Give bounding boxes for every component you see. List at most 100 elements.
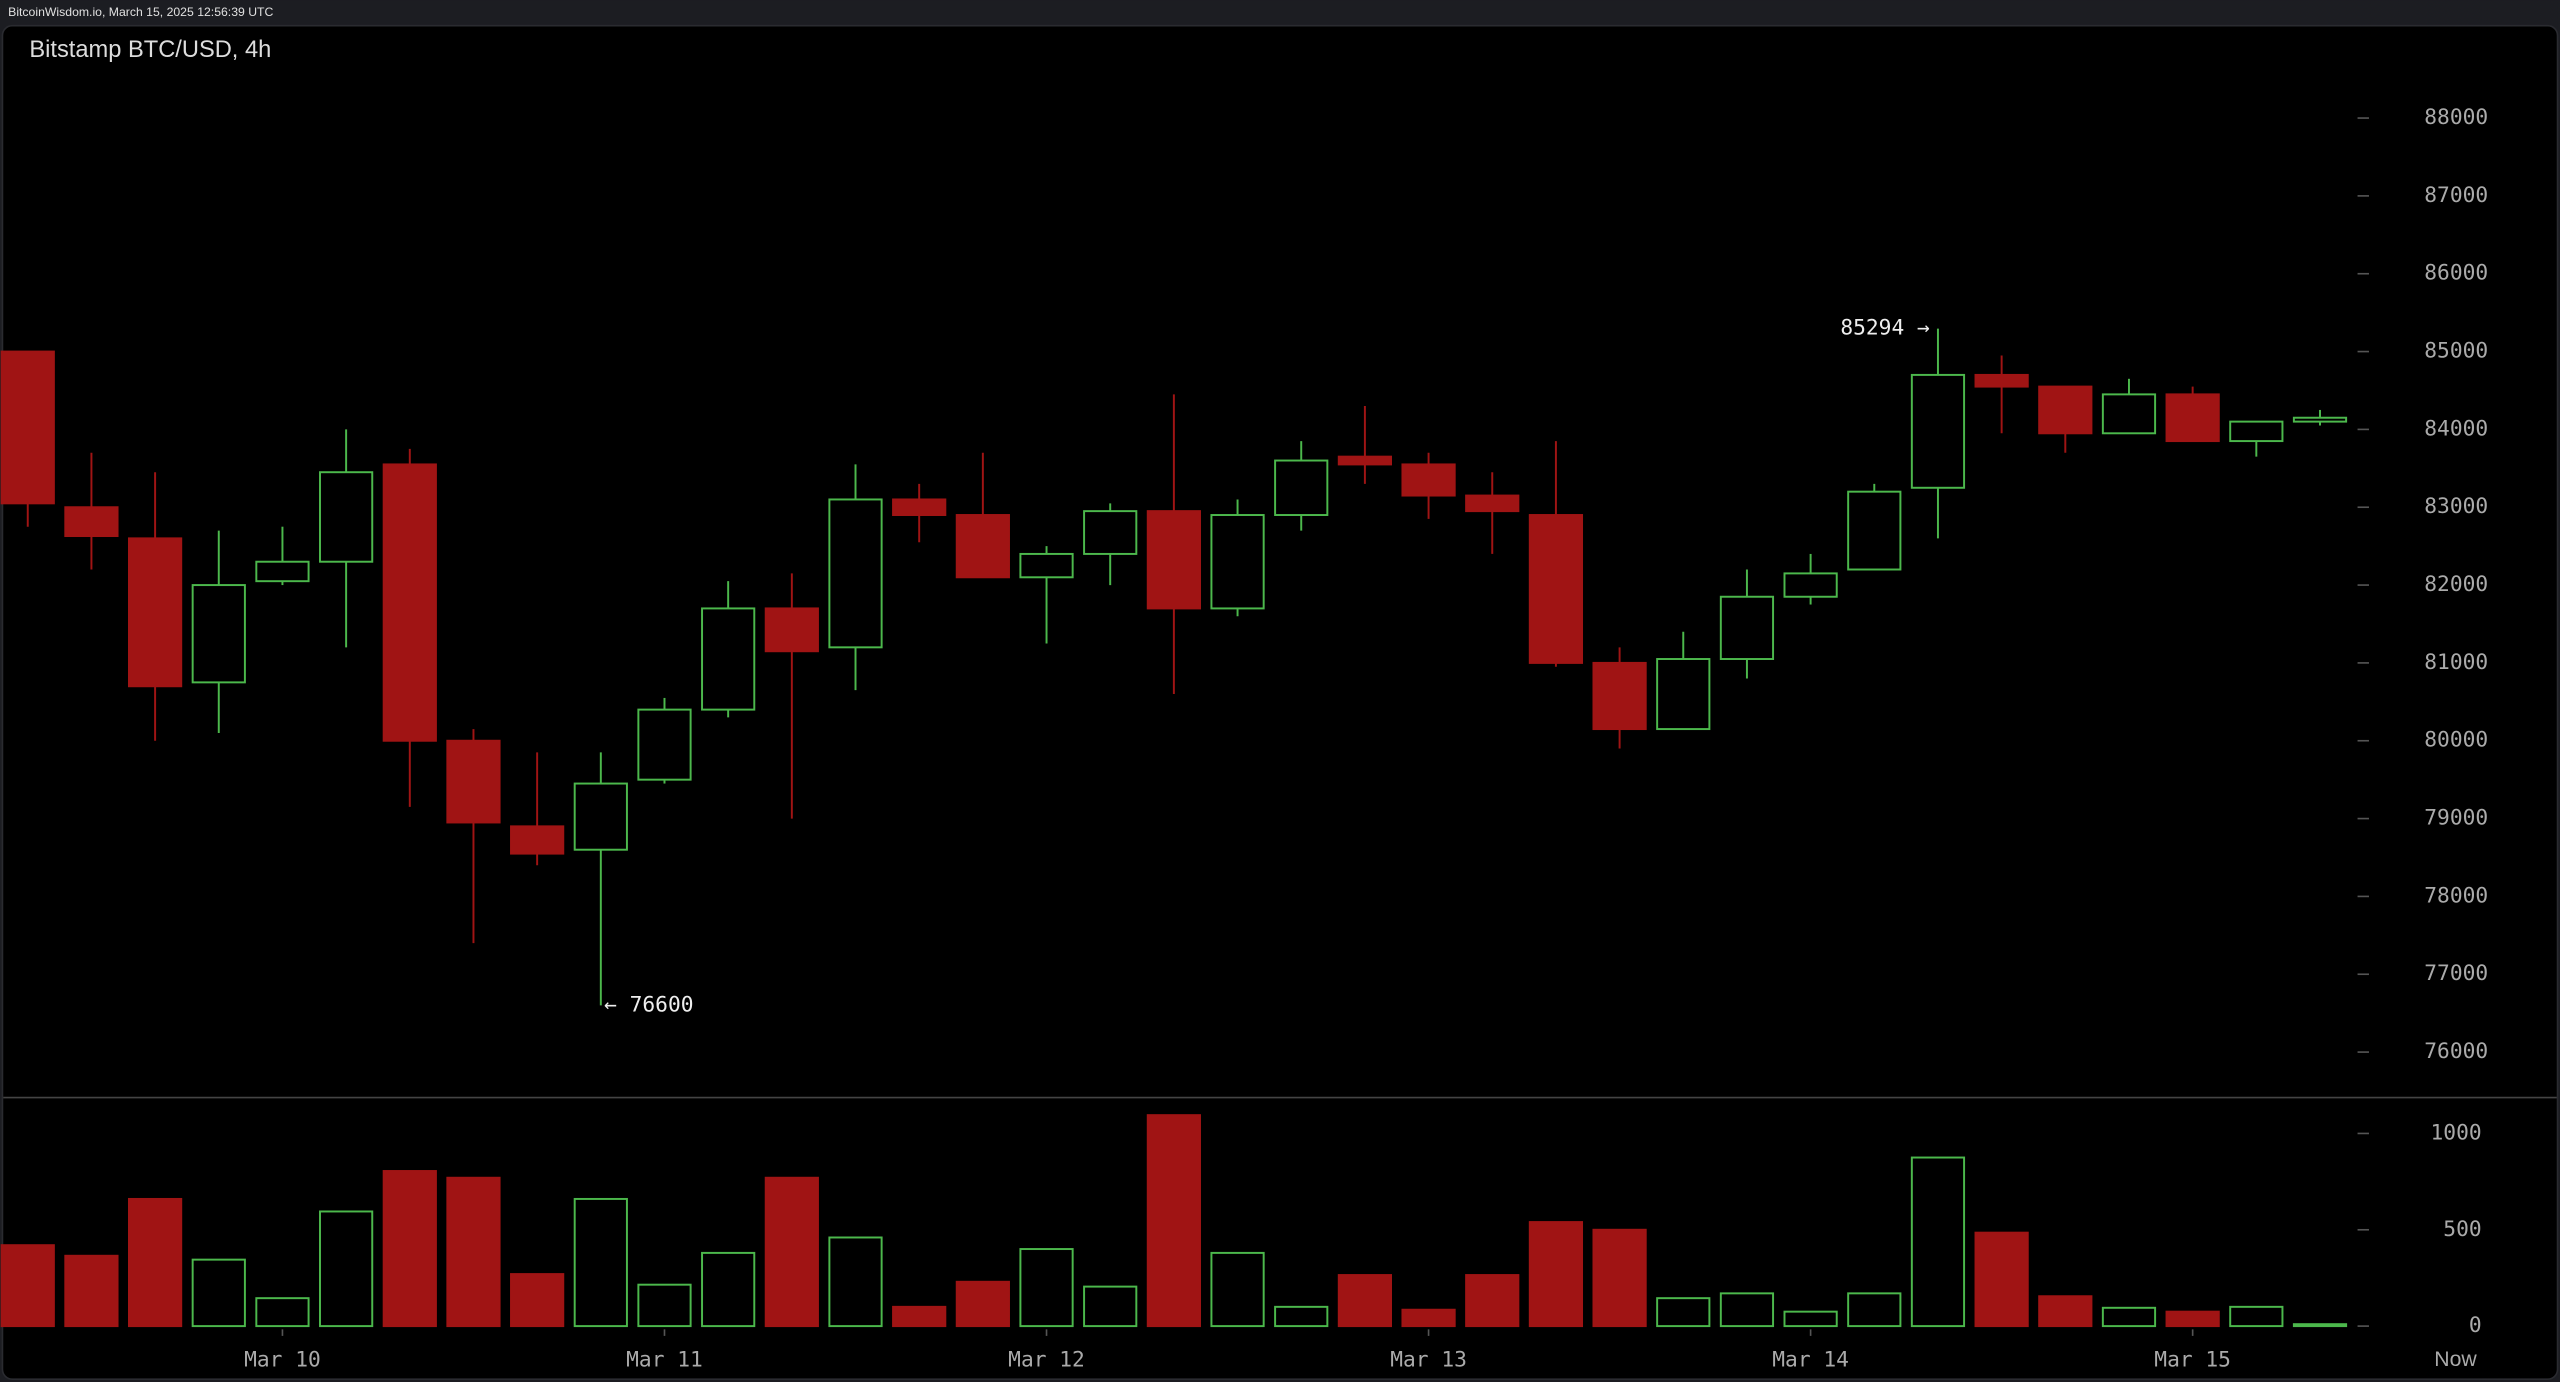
volume-bar (255, 1297, 310, 1328)
volume-bar (446, 1176, 501, 1328)
candle-body (1146, 510, 1201, 610)
y-tick-label: 88000 (2424, 105, 2488, 130)
volume-bar (2038, 1295, 2093, 1328)
y-tick-label: 82000 (2424, 572, 2488, 597)
candle-body (764, 607, 819, 653)
now-label: Now (2434, 1348, 2477, 1371)
x-tick-label: Mar 10 (244, 1347, 321, 1372)
candle-body (955, 514, 1010, 579)
candle-body (1401, 463, 1456, 497)
x-tick-label: Mar 13 (1390, 1347, 1467, 1372)
candle-body (2229, 420, 2284, 443)
candle-body (191, 584, 246, 684)
header: BitcoinWisdom.io, March 15, 2025 12:56:3… (8, 5, 273, 19)
volume-bar (764, 1176, 819, 1328)
candle-body (1974, 373, 2029, 388)
candle-body (64, 506, 119, 538)
volume-bar (2229, 1305, 2284, 1328)
candle-body (510, 825, 565, 855)
volume-bar (1210, 1251, 1265, 1328)
candle-body (2101, 393, 2157, 435)
volume-bar (828, 1236, 883, 1328)
volume-bar (1274, 1305, 1329, 1328)
volume-tick-label: 500 (2443, 1217, 2481, 1242)
volume-bar (319, 1210, 374, 1328)
candle-body (1910, 373, 1966, 489)
x-tick-label: Mar 15 (2154, 1347, 2231, 1372)
x-tick-label: Mar 14 (1772, 1347, 1849, 1372)
y-tick-label: 79000 (2424, 806, 2488, 831)
candle-body (2165, 393, 2220, 443)
candle-body (701, 607, 756, 711)
volume-tick-label: 1000 (2431, 1120, 2482, 1145)
y-tick-label: 84000 (2424, 416, 2488, 441)
volume-bar (1465, 1274, 1520, 1328)
candle-body (446, 739, 501, 824)
volume-bar (637, 1283, 692, 1328)
y-tick-label: 78000 (2424, 883, 2488, 908)
y-tick-label: 86000 (2424, 261, 2488, 286)
candle-body (2292, 416, 2348, 423)
candle-body (255, 560, 310, 583)
volume-tick-label: 0 (2469, 1313, 2482, 1338)
candle-body (1465, 494, 1520, 513)
chart-title: Bitstamp BTC/USD, 4h (29, 37, 271, 63)
candle-body (1083, 510, 1138, 555)
volume-bar (2292, 1323, 2348, 1328)
candle-body (319, 471, 374, 563)
volume-bar (382, 1170, 437, 1328)
volume-bar (1337, 1274, 1392, 1328)
volume-bar (1528, 1221, 1584, 1328)
volume-bar (191, 1258, 246, 1328)
candle-body (1783, 572, 1838, 598)
volume-bar (1592, 1228, 1647, 1328)
candle-body (0, 350, 55, 505)
volume-bar (1719, 1292, 1775, 1328)
volume-bar (1910, 1156, 1966, 1328)
candle-body (1337, 455, 1392, 466)
volume-bar (1019, 1248, 1074, 1328)
candle-body (382, 463, 437, 742)
chart-panel (1, 24, 2559, 1380)
x-tick-label: Mar 11 (626, 1347, 703, 1372)
volume-bar (1783, 1310, 1838, 1328)
y-tick-label: 87000 (2424, 183, 2488, 208)
volume-bar (1146, 1114, 1201, 1328)
y-tick-label: 85000 (2424, 339, 2488, 364)
volume-bar (1656, 1297, 1711, 1328)
candle-body (2038, 385, 2093, 435)
volume-bar (510, 1273, 565, 1328)
volume-bar (128, 1197, 183, 1328)
candle-body (892, 498, 947, 516)
candle-body (1719, 595, 1775, 660)
y-tick-label: 83000 (2424, 494, 2488, 519)
y-tick-label: 81000 (2424, 650, 2488, 675)
volume-bar (1401, 1308, 1456, 1328)
candle-body (1019, 552, 1074, 579)
volume-bar (955, 1280, 1010, 1328)
volume-bar (573, 1197, 628, 1328)
volume-bar (1974, 1231, 2029, 1328)
volume-bar (1083, 1285, 1138, 1328)
y-tick-label: 76000 (2424, 1039, 2488, 1064)
low-annotation: ← 76600 (604, 992, 693, 1017)
candle-body (1274, 459, 1329, 516)
y-tick-label: 80000 (2424, 728, 2488, 753)
x-tick-label: Mar 12 (1008, 1347, 1085, 1372)
candle-body (637, 708, 692, 781)
candle-body (1592, 661, 1647, 731)
candle-body (1528, 514, 1584, 664)
candle-body (1210, 514, 1265, 610)
candle-body (128, 537, 183, 688)
candle-body (828, 498, 883, 649)
volume-bar (64, 1254, 119, 1328)
candle-body (1656, 658, 1711, 731)
high-annotation: 85294 → (1840, 316, 1930, 341)
volume-bar (892, 1305, 947, 1328)
volume-bar (2101, 1306, 2157, 1328)
candle-body (1847, 490, 1902, 571)
volume-bar (0, 1244, 55, 1328)
candle-body (573, 782, 628, 851)
